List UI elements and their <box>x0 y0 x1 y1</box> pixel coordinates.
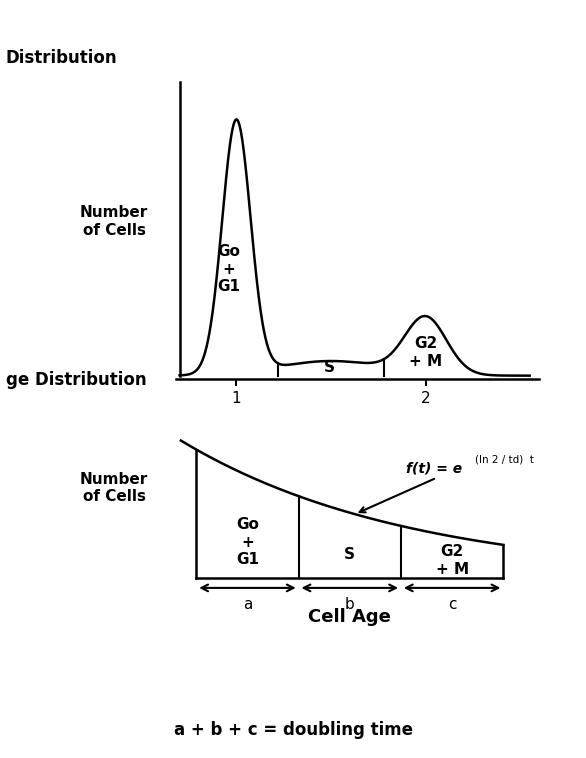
Text: G2
+ M: G2 + M <box>435 544 469 577</box>
Text: Go
+
G1: Go + G1 <box>217 244 240 294</box>
Text: Cell Age: Cell Age <box>308 608 391 626</box>
Text: Number
of Cells: Number of Cells <box>80 205 148 237</box>
Text: f(t) = e: f(t) = e <box>406 462 462 475</box>
Text: Number
of Cells: Number of Cells <box>80 472 148 504</box>
Text: (ln 2 / td)  t: (ln 2 / td) t <box>475 454 533 464</box>
Text: G2
+ M: G2 + M <box>409 336 442 368</box>
Text: S: S <box>323 359 335 374</box>
Text: b: b <box>345 597 355 612</box>
Text: a + b + c = doubling time: a + b + c = doubling time <box>173 721 413 739</box>
Text: S: S <box>345 547 355 562</box>
Text: Go
+
G1: Go + G1 <box>236 517 259 567</box>
Text: c: c <box>448 597 456 612</box>
Text: Distribution: Distribution <box>6 49 117 67</box>
Text: ge Distribution: ge Distribution <box>6 371 146 390</box>
X-axis label: DNA Content: DNA Content <box>292 413 423 431</box>
Text: a: a <box>243 597 252 612</box>
